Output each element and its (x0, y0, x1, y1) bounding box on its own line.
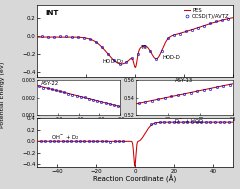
Text: INT: INT (45, 10, 58, 16)
Text: HOD-D: HOD-D (162, 56, 180, 60)
X-axis label: Reaction Coordinate (Å): Reaction Coordinate (Å) (93, 175, 177, 183)
Text: TS: TS (140, 45, 147, 50)
Text: OH$^-$ + D$_2$: OH$^-$ + D$_2$ (51, 133, 79, 143)
Text: Potential Energy (eV): Potential Energy (eV) (0, 61, 5, 128)
Text: ASY-13: ASY-13 (174, 78, 193, 83)
Text: HOD-D$_2$: HOD-D$_2$ (102, 57, 125, 66)
Legend: PES, CCSD(T)/AVTZ: PES, CCSD(T)/AVTZ (184, 7, 230, 19)
Text: D$^-$ + HOD: D$^-$ + HOD (174, 117, 204, 125)
Text: ASY-22: ASY-22 (41, 81, 60, 86)
